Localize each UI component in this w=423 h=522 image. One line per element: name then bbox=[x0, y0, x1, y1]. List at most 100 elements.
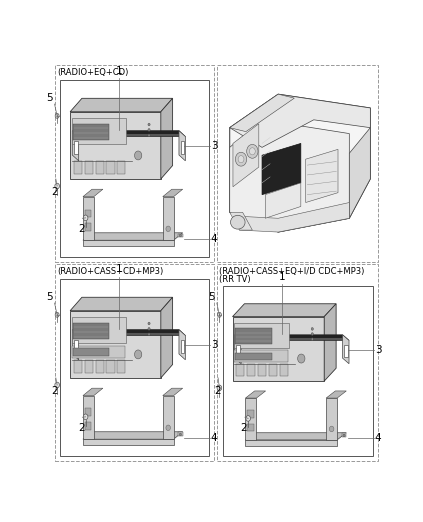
Bar bbox=[74, 361, 82, 373]
Bar bbox=[60, 80, 209, 257]
Circle shape bbox=[311, 333, 313, 336]
Polygon shape bbox=[72, 329, 79, 360]
Text: 2: 2 bbox=[52, 386, 58, 396]
Polygon shape bbox=[342, 433, 346, 437]
Polygon shape bbox=[245, 391, 266, 398]
Text: 2: 2 bbox=[241, 423, 247, 433]
Polygon shape bbox=[64, 161, 179, 179]
Circle shape bbox=[55, 312, 59, 317]
Bar bbox=[117, 361, 126, 373]
Bar bbox=[247, 424, 254, 431]
Polygon shape bbox=[178, 233, 183, 238]
Polygon shape bbox=[326, 391, 346, 398]
Text: (RADIO+EQ+CD): (RADIO+EQ+CD) bbox=[57, 68, 129, 77]
Circle shape bbox=[148, 134, 150, 137]
Bar bbox=[73, 348, 109, 357]
Polygon shape bbox=[245, 440, 337, 446]
Text: 2: 2 bbox=[78, 423, 85, 433]
Circle shape bbox=[148, 128, 150, 131]
Polygon shape bbox=[83, 439, 173, 445]
Polygon shape bbox=[74, 340, 77, 353]
Bar bbox=[73, 323, 109, 339]
Polygon shape bbox=[230, 120, 349, 232]
Polygon shape bbox=[235, 335, 343, 337]
Polygon shape bbox=[233, 124, 259, 187]
Bar bbox=[72, 317, 126, 343]
Bar bbox=[72, 118, 126, 144]
Bar bbox=[258, 364, 266, 376]
Polygon shape bbox=[163, 388, 183, 396]
Polygon shape bbox=[72, 329, 179, 332]
Ellipse shape bbox=[231, 215, 245, 229]
Bar bbox=[247, 364, 255, 376]
Bar bbox=[96, 161, 104, 174]
Polygon shape bbox=[230, 94, 370, 147]
Polygon shape bbox=[245, 398, 256, 440]
Polygon shape bbox=[72, 130, 79, 161]
Polygon shape bbox=[235, 335, 349, 340]
Polygon shape bbox=[70, 311, 161, 378]
Bar bbox=[85, 409, 91, 417]
Bar bbox=[117, 161, 126, 174]
Circle shape bbox=[217, 312, 221, 317]
Circle shape bbox=[246, 416, 250, 421]
Polygon shape bbox=[230, 94, 294, 132]
Polygon shape bbox=[163, 197, 173, 240]
Text: 5: 5 bbox=[46, 93, 52, 103]
Bar bbox=[60, 279, 209, 456]
Circle shape bbox=[179, 433, 181, 436]
Bar bbox=[234, 323, 289, 348]
Circle shape bbox=[83, 215, 88, 221]
Text: 2: 2 bbox=[52, 187, 58, 197]
Text: (RR TV): (RR TV) bbox=[220, 275, 251, 284]
Bar bbox=[236, 364, 244, 376]
Polygon shape bbox=[233, 317, 324, 381]
Polygon shape bbox=[70, 98, 173, 112]
Polygon shape bbox=[70, 297, 173, 311]
Text: 4: 4 bbox=[211, 234, 217, 244]
Polygon shape bbox=[245, 433, 346, 440]
Polygon shape bbox=[265, 183, 301, 218]
Text: (RADIO+CASS+EQ+I/D CDC+MP3): (RADIO+CASS+EQ+I/D CDC+MP3) bbox=[220, 267, 365, 276]
Polygon shape bbox=[262, 144, 301, 195]
Bar bbox=[217, 264, 379, 460]
Text: 3: 3 bbox=[375, 345, 382, 355]
Text: 4: 4 bbox=[375, 433, 382, 443]
Circle shape bbox=[235, 152, 247, 166]
Polygon shape bbox=[74, 141, 77, 154]
Circle shape bbox=[55, 113, 59, 118]
Polygon shape bbox=[349, 128, 370, 218]
Polygon shape bbox=[72, 130, 179, 133]
Polygon shape bbox=[163, 189, 183, 197]
Polygon shape bbox=[83, 388, 103, 396]
Text: 4: 4 bbox=[211, 433, 217, 443]
Circle shape bbox=[250, 148, 255, 155]
Polygon shape bbox=[306, 149, 338, 203]
Polygon shape bbox=[226, 364, 343, 381]
Circle shape bbox=[148, 322, 150, 325]
Circle shape bbox=[311, 338, 313, 340]
Bar bbox=[55, 65, 214, 262]
Text: 5: 5 bbox=[208, 292, 215, 302]
Bar bbox=[234, 350, 288, 362]
Text: 1: 1 bbox=[116, 65, 123, 76]
Text: 5: 5 bbox=[46, 292, 52, 302]
Polygon shape bbox=[233, 304, 336, 317]
Bar bbox=[72, 346, 124, 358]
Polygon shape bbox=[72, 329, 185, 336]
Polygon shape bbox=[230, 94, 370, 232]
Circle shape bbox=[55, 382, 59, 388]
Bar bbox=[85, 223, 91, 231]
Text: 3: 3 bbox=[211, 141, 217, 151]
Text: 2: 2 bbox=[214, 386, 220, 396]
Circle shape bbox=[55, 183, 59, 189]
Bar bbox=[96, 361, 104, 373]
Circle shape bbox=[311, 327, 313, 330]
Text: (RADIO+CASS+CD+MP3): (RADIO+CASS+CD+MP3) bbox=[57, 267, 163, 276]
Circle shape bbox=[166, 425, 170, 431]
Polygon shape bbox=[83, 432, 183, 439]
Circle shape bbox=[135, 350, 142, 359]
Bar bbox=[85, 422, 91, 430]
Text: 1: 1 bbox=[279, 271, 286, 282]
Bar bbox=[85, 161, 93, 174]
